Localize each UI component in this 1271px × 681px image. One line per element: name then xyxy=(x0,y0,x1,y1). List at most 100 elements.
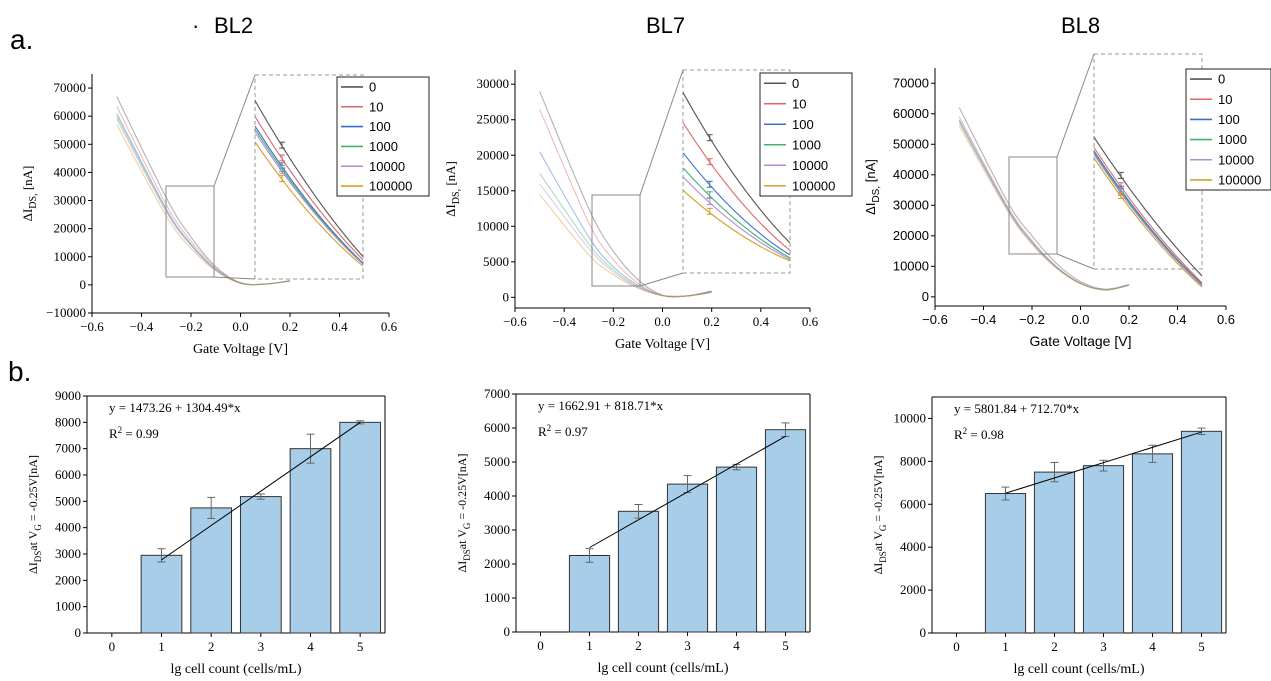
legend-label: 100 xyxy=(1218,112,1240,127)
y-label-main: ΔI xyxy=(455,561,469,573)
inset-series-line xyxy=(1093,147,1203,284)
x-tick-label: 2 xyxy=(208,639,215,654)
x-axis-label: lg cell count (cells/mL) xyxy=(170,662,301,677)
y-tick-label: 70000 xyxy=(54,80,87,95)
x-tick-label: 0 xyxy=(537,638,544,653)
charts-layer: −0.6 −0.4 −0.2 0.0 0.2 0.4 0.6−100000100002000… xyxy=(20,53,1271,677)
x-tick-label: 3 xyxy=(258,639,265,654)
y-label-sub-tail: , xyxy=(451,189,462,192)
y-tick-label: 0 xyxy=(922,289,929,304)
inset-series-line xyxy=(682,92,791,244)
zoom-source-box xyxy=(1008,156,1058,255)
zoom-inset-curves xyxy=(1093,136,1203,288)
y-tick-label: 20000 xyxy=(893,228,929,243)
y-label-mid: at V xyxy=(26,530,40,550)
zoom-source-box xyxy=(165,185,215,278)
inset-series-line xyxy=(682,122,791,251)
bar xyxy=(339,421,382,634)
y-label-tail: [nA] xyxy=(443,161,458,189)
y-tick-label: 8000 xyxy=(900,453,926,468)
series-line xyxy=(958,125,1130,291)
x-tick-label: 5 xyxy=(1198,639,1205,654)
y-tick-label: 10000 xyxy=(894,410,927,425)
y-label-main: ΔI xyxy=(443,204,458,217)
legend-label: 10 xyxy=(369,99,383,114)
legend-label: 100 xyxy=(792,117,814,132)
y-tick-label: 7000 xyxy=(55,441,81,456)
legend-label: 0 xyxy=(792,76,799,91)
series-line xyxy=(958,107,1130,290)
y-tick-label: 7000 xyxy=(484,386,510,401)
zoom-connector xyxy=(1056,253,1095,270)
r2-sup: 2 xyxy=(963,426,968,436)
inset-series-line xyxy=(254,132,364,265)
legend-box xyxy=(1185,68,1271,191)
series-line xyxy=(958,122,1130,291)
bar xyxy=(239,496,282,634)
panel-label-a: a. xyxy=(10,24,33,55)
y-tick-label: 40000 xyxy=(54,164,87,179)
y-tick-label: 30000 xyxy=(893,197,929,212)
inset-series-line xyxy=(254,125,364,264)
x-tick-label: −0.6 xyxy=(80,319,104,334)
zoom-inset-curves xyxy=(254,100,364,267)
x-tick-label: 0.6 xyxy=(802,314,819,329)
legend-box xyxy=(759,72,853,197)
y-tick-label: 0 xyxy=(504,624,511,639)
y-tick-label: 60000 xyxy=(54,108,87,123)
zoom-connector xyxy=(1056,53,1095,158)
x-axis-label: lg cell count (cells/mL) xyxy=(1013,662,1144,677)
y-label-sub: DS xyxy=(451,191,462,204)
inset-series-line xyxy=(1093,157,1203,288)
line-chart-bl2: −0.6 −0.4 −0.2 0.0 0.2 0.4 0.6−100000100002000… xyxy=(20,74,430,357)
y-tick-label: 10000 xyxy=(477,218,510,233)
y-label-mid: at V xyxy=(871,531,885,551)
y-tick-label: 60000 xyxy=(893,106,929,121)
zoom-connector xyxy=(639,272,684,287)
series-line xyxy=(958,116,1130,291)
y-tick-label: 30000 xyxy=(54,193,87,208)
y-tick-label: 5000 xyxy=(484,454,510,469)
x-axis-label: Gate Voltage [V] xyxy=(1030,333,1132,349)
bar xyxy=(764,429,807,633)
x-tick-label: 0.2 xyxy=(282,319,298,334)
y-axis-label: ΔIDS, [nA] xyxy=(20,166,39,222)
legend-label: 100000 xyxy=(1218,172,1261,187)
r-squared: R2 = 0.99 xyxy=(109,425,159,441)
inset-series-line xyxy=(1093,150,1203,285)
y-label-sub-tail: , xyxy=(871,186,882,189)
y-tick-label: 2000 xyxy=(55,572,81,587)
bar xyxy=(190,507,233,634)
fit-line xyxy=(589,435,786,549)
x-tick-label: −0.2 xyxy=(1019,312,1045,327)
bar xyxy=(984,493,1027,634)
y-label-tail: [nA] xyxy=(863,159,878,186)
series-line xyxy=(539,183,712,298)
r-squared: R2 = 0.97 xyxy=(538,423,588,439)
y-tick-label: 4000 xyxy=(484,488,510,503)
y-tick-label: 1000 xyxy=(484,590,510,605)
x-tick-label: 0 xyxy=(109,639,116,654)
inset-series-line xyxy=(254,128,364,265)
y-tick-label: 6000 xyxy=(55,467,81,482)
y-label-mid: at V xyxy=(455,529,469,549)
y-tick-label: 10000 xyxy=(893,258,929,273)
legend-label: 10000 xyxy=(1218,152,1254,167)
x-tick-label: 5 xyxy=(357,639,364,654)
bar xyxy=(289,448,332,634)
y-tick-label: 40000 xyxy=(893,167,929,182)
y-tick-label: 30000 xyxy=(477,76,510,91)
fit-equation: y = 5801.84 + 712.70*x xyxy=(954,401,1080,416)
y-tick-label: 50000 xyxy=(54,136,87,151)
fit-equation: y = 1662.91 + 818.71*x xyxy=(538,398,664,413)
line-chart-bl7: −0.6 −0.4 −0.2 0.0 0.2 0.4 0.60500010000150002… xyxy=(443,69,853,352)
bar xyxy=(1033,471,1076,634)
x-tick-label: −0.2 xyxy=(179,319,203,334)
y-tick-label: 70000 xyxy=(893,75,929,90)
bar xyxy=(1180,430,1223,634)
inset-series-line xyxy=(254,116,364,261)
y-label-tail: = -0.25V[nA] xyxy=(455,454,469,523)
y-label-tail: = -0.25V[nA] xyxy=(871,456,885,525)
title-bl7: BL7 xyxy=(646,13,685,38)
legend-label: 10000 xyxy=(792,158,828,173)
